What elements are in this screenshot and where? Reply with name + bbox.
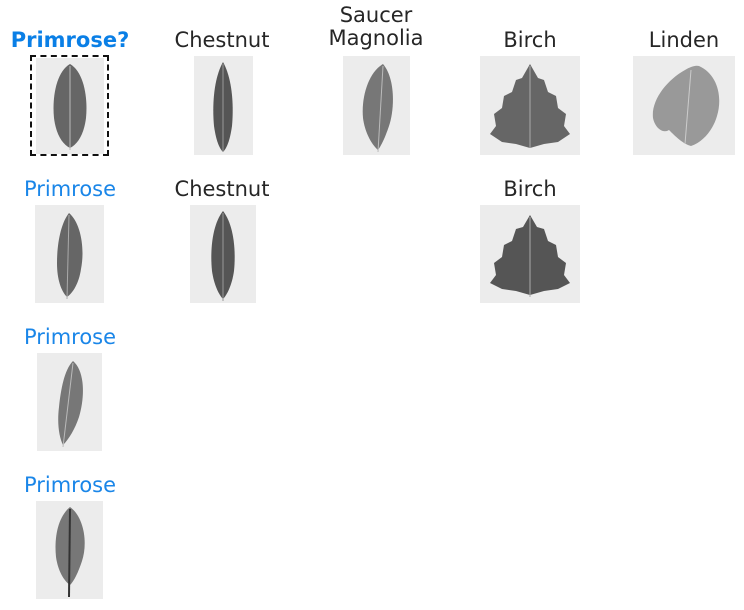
leaf-icon	[652, 65, 720, 146]
match-leaf-image[interactable]	[480, 205, 580, 303]
match-label: Birch	[503, 177, 557, 201]
candidate-leaf-image-linden[interactable]	[633, 56, 735, 155]
candidate-label-saucer-magnolia: Saucer Magnolia	[306, 4, 446, 50]
match-leaf-image[interactable]	[37, 353, 102, 451]
query-label: Primrose?	[10, 28, 130, 52]
candidate-label-line1: Saucer	[339, 3, 413, 27]
query-leaf-image	[36, 58, 104, 154]
match-label: Chestnut	[174, 177, 270, 201]
candidate-label-linden: Linden	[648, 28, 720, 52]
leaf-icon	[490, 64, 570, 148]
match-leaf-image[interactable]	[190, 205, 256, 303]
leaf-icon	[211, 211, 235, 301]
candidate-leaf-image-saucer-magnolia[interactable]	[343, 56, 410, 155]
leaf-icon	[490, 215, 570, 297]
leaf-icon	[58, 361, 83, 448]
candidate-leaf-image-birch[interactable]	[480, 56, 580, 155]
candidate-label-line2: Magnolia	[328, 26, 424, 50]
leaf-icon	[362, 64, 393, 153]
candidate-label-chestnut: Chestnut	[174, 28, 270, 52]
leaf-icon	[55, 507, 85, 598]
match-leaf-image[interactable]	[36, 501, 103, 599]
match-leaf-image[interactable]	[35, 205, 104, 303]
query-selection-frame[interactable]	[30, 55, 109, 156]
leaf-icon	[213, 62, 233, 152]
candidate-leaf-image-chestnut[interactable]	[194, 56, 253, 155]
leaf-icon	[57, 213, 83, 300]
match-label: Primrose	[23, 325, 117, 349]
leaf-icon	[53, 64, 87, 150]
match-label: Primrose	[23, 473, 117, 497]
candidate-label-birch: Birch	[503, 28, 557, 52]
match-label: Primrose	[23, 177, 117, 201]
